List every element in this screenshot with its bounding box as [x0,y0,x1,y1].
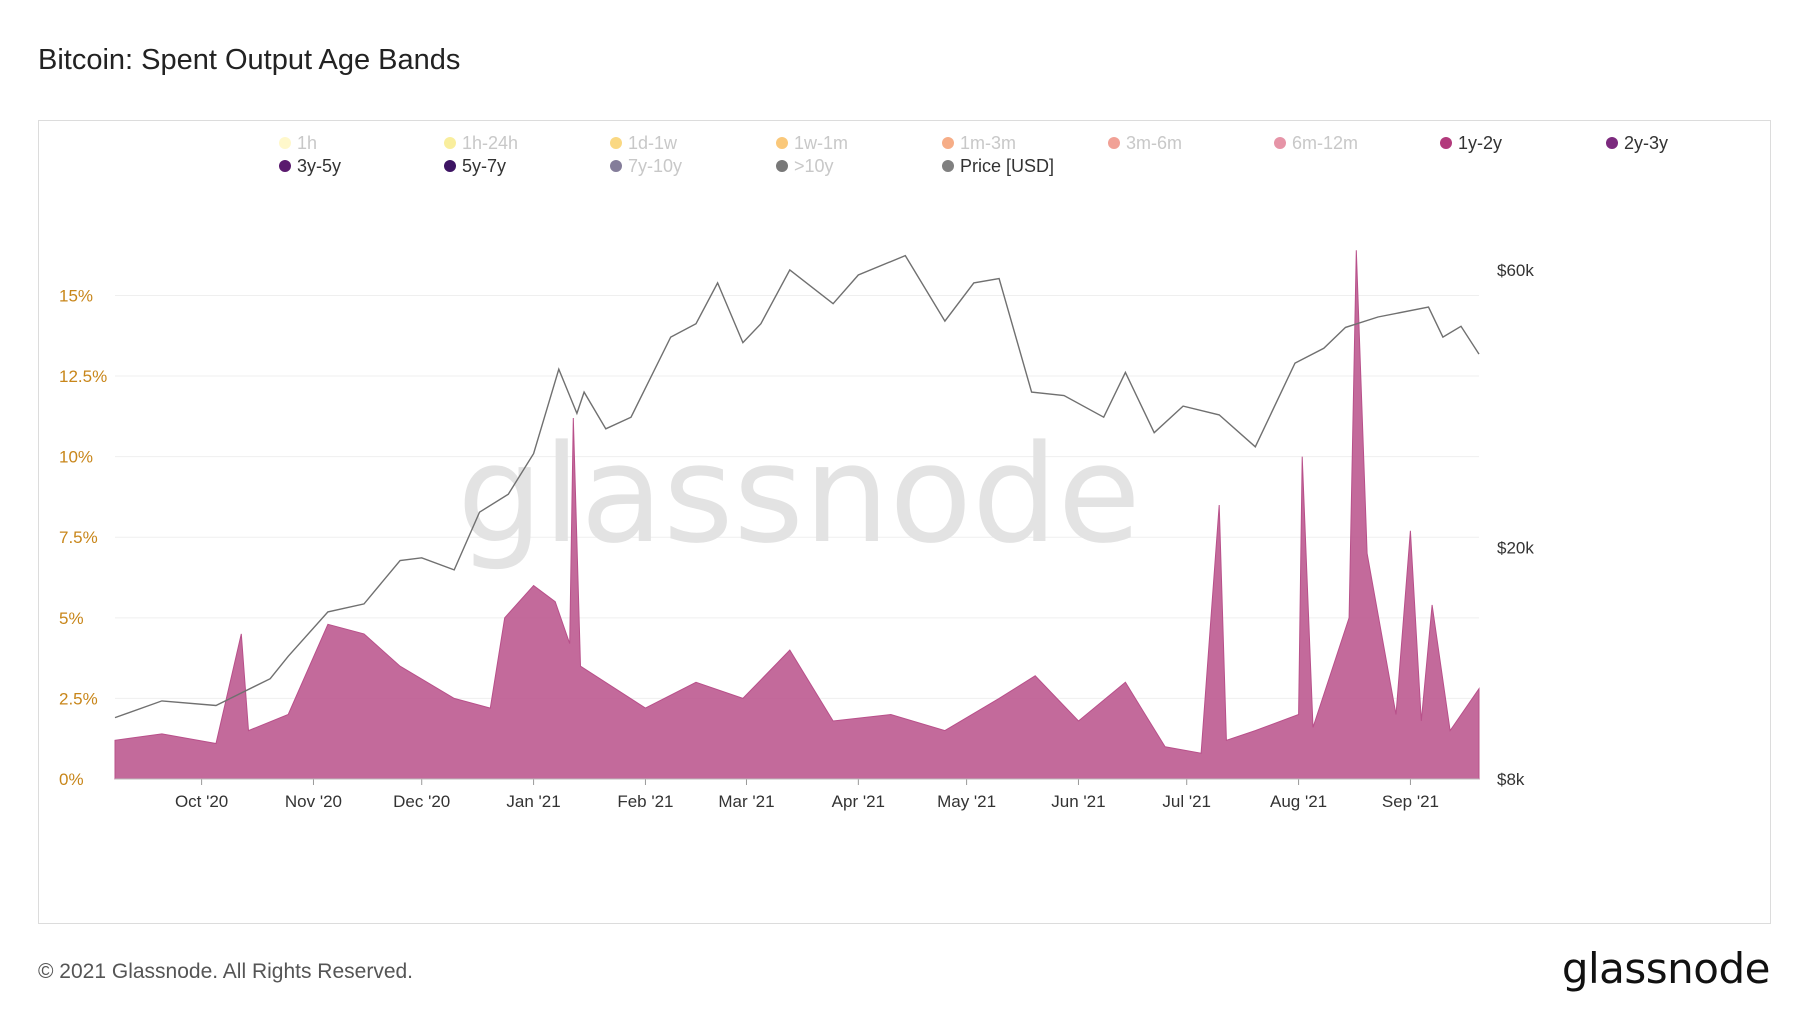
page-title: Bitcoin: Spent Output Age Bands [38,44,461,76]
y-left-tick-label: 2.5% [59,689,98,708]
y-right-tick-label: $20k [1497,539,1534,558]
legend-item--10y[interactable]: >10y [776,156,834,176]
y-left-tick-label: 7.5% [59,528,98,547]
legend-swatch [279,160,291,172]
x-tick-label: May '21 [937,792,996,811]
legend-item-1d-1w[interactable]: 1d-1w [610,133,678,153]
watermark: glassnode [457,416,1141,573]
y-left-tick-label: 10% [59,448,93,467]
legend-swatch [279,137,291,149]
legend-label: 1y-2y [1458,133,1502,153]
legend-item-7y-10y[interactable]: 7y-10y [610,156,682,176]
x-tick-label: Feb '21 [617,792,673,811]
legend-label: 7y-10y [628,156,682,176]
legend-item-1h[interactable]: 1h [279,133,317,153]
legend-swatch [776,137,788,149]
legend-item-6m-12m[interactable]: 6m-12m [1274,133,1358,153]
y-left-tick-label: 15% [59,286,93,305]
legend-swatch [1606,137,1618,149]
legend-label: 3m-6m [1126,133,1182,153]
price-series-line [114,254,1480,719]
legend-swatch [610,160,622,172]
x-tick-label: Jan '21 [506,792,560,811]
legend-label: 5y-7y [462,156,506,176]
legend-item-price-usd-[interactable]: Price [USD] [942,156,1054,176]
legend-label: 1h [297,133,317,153]
y-right-tick-label: $60k [1497,261,1534,280]
legend-swatch [1440,137,1452,149]
legend-swatch [942,137,954,149]
x-tick-label: Sep '21 [1382,792,1439,811]
x-tick-label: Jun '21 [1051,792,1105,811]
legend-swatch [444,160,456,172]
legend-swatch [942,160,954,172]
legend-item-2y-3y[interactable]: 2y-3y [1606,133,1668,153]
y-left-tick-label: 5% [59,609,84,628]
y-left-tick-label: 12.5% [59,367,107,386]
legend-label: 1d-1w [628,133,678,153]
legend-item-1m-3m[interactable]: 1m-3m [942,133,1016,153]
legend-label: Price [USD] [960,156,1054,176]
legend-label: 3y-5y [297,156,341,176]
x-tick-label: Mar '21 [718,792,774,811]
legend-label: >10y [794,156,834,176]
legend-swatch [444,137,456,149]
copyright-text: © 2021 Glassnode. All Rights Reserved. [38,960,414,983]
age-band-areas [114,250,1480,780]
legend-label: 1m-3m [960,133,1016,153]
band-area-1y-2y [114,250,1480,780]
y-axis-right: $8k $20k $60k [1497,261,1534,789]
legend-swatch [776,160,788,172]
legend-label: 1h-24h [462,133,518,153]
x-tick-label: Dec '20 [393,792,450,811]
x-tick-label: Oct '20 [175,792,228,811]
legend-item-1w-1m[interactable]: 1w-1m [776,133,848,153]
chart-frame: glassnode 0% 2.5% 5% 7.5% 10% 12.5% 15% $8k $20… [38,120,1771,924]
legend: 1h 1h-24h 1d-1w 1w-1m 1m-3m 3m-6m 6m-12m 1y-2y 2… [279,133,1668,176]
legend-label: 6m-12m [1292,133,1358,153]
legend-item-3m-6m[interactable]: 3m-6m [1108,133,1182,153]
legend-swatch [1108,137,1120,149]
legend-item-3y-5y[interactable]: 3y-5y [279,156,341,176]
glassnode-logo[interactable]: glassnode [1561,944,1771,993]
y-right-tick-label: $8k [1497,770,1525,789]
x-tick-label: Aug '21 [1270,792,1327,811]
x-tick-label: Apr '21 [832,792,885,811]
legend-swatch [610,137,622,149]
y-axis-left: 0% 2.5% 5% 7.5% 10% 12.5% 15% [59,286,107,789]
chart-svg: glassnode 0% 2.5% 5% 7.5% 10% 12.5% 15% $8k $20… [59,133,1668,811]
legend-item-5y-7y[interactable]: 5y-7y [444,156,506,176]
x-tick-label: Jul '21 [1162,792,1211,811]
price-line [114,254,1480,719]
x-axis: Oct '20 Nov '20 Dec '20 Jan '21 Feb '21 Mar '… [115,778,1479,811]
legend-item-1h-24h[interactable]: 1h-24h [444,133,518,153]
legend-item-1y-2y[interactable]: 1y-2y [1440,133,1502,153]
legend-label: 1w-1m [794,133,848,153]
legend-label: 2y-3y [1624,133,1668,153]
legend-swatch [1274,137,1286,149]
x-tick-label: Nov '20 [285,792,342,811]
y-left-tick-label: 0% [59,770,84,789]
